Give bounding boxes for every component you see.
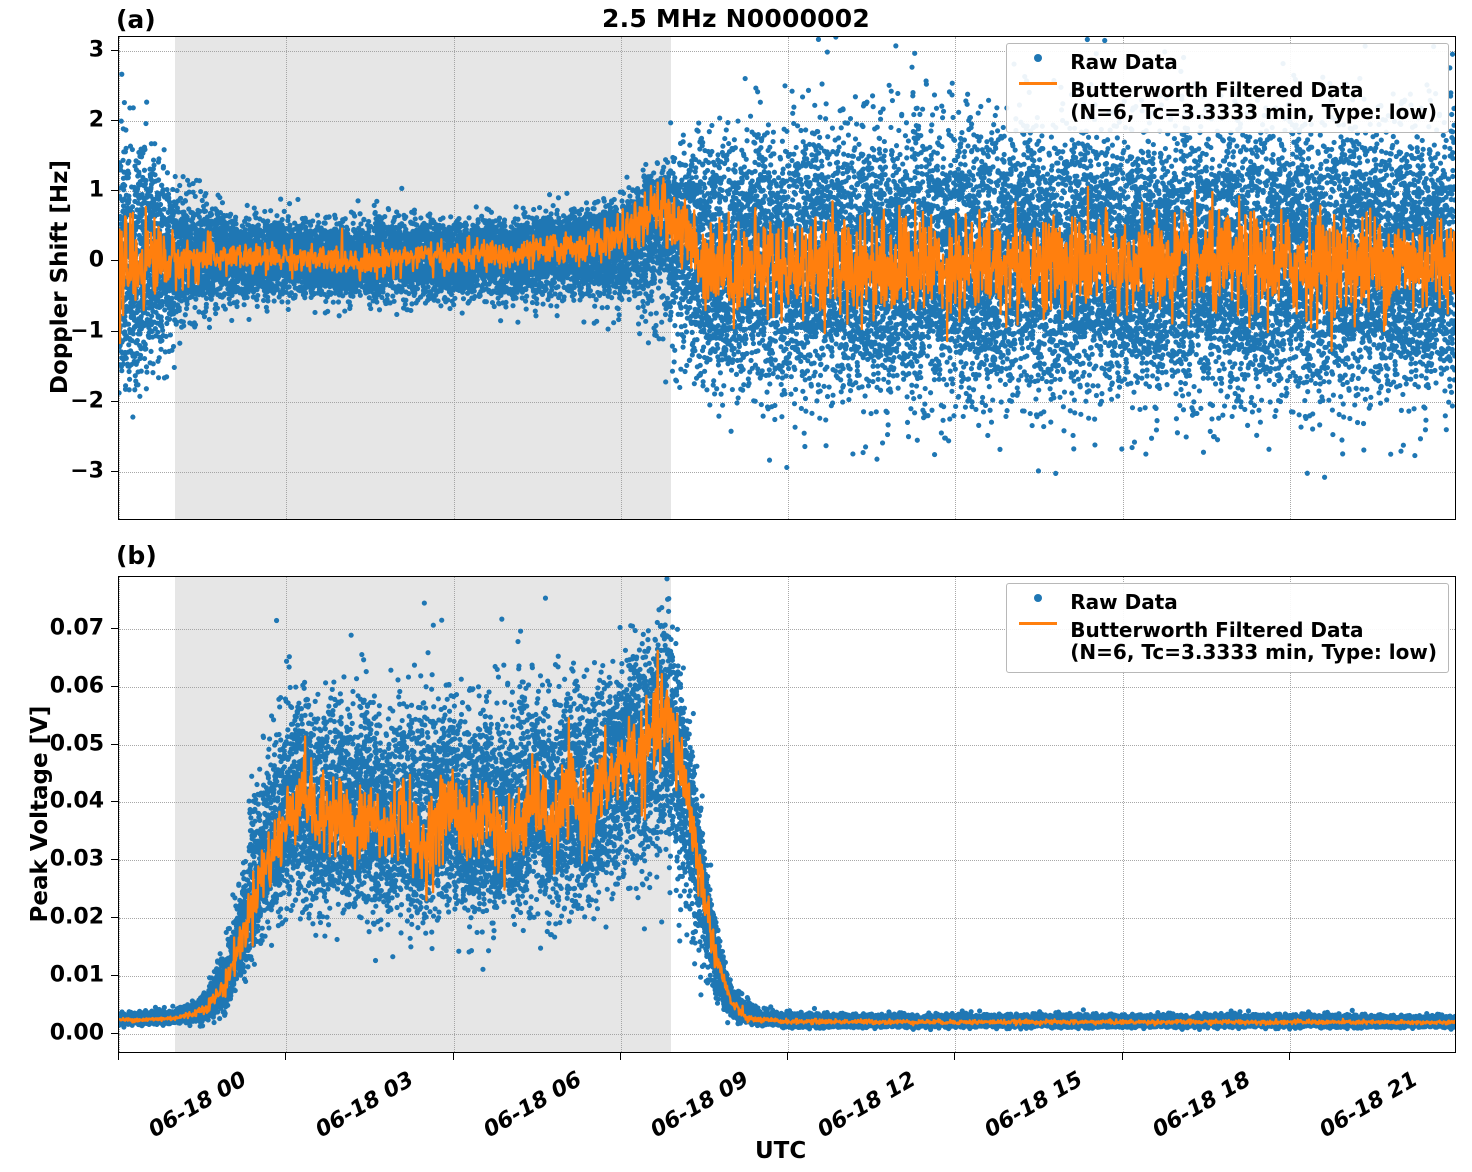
ytick-label: −3 (70, 458, 104, 483)
ytick-mark (111, 975, 118, 976)
xtick-label: 06-18 09 (646, 1067, 753, 1143)
panel-a-tag: (a) (116, 5, 156, 34)
ytick-mark (111, 628, 118, 629)
xtick-mark (1289, 1053, 1290, 1060)
ytick-mark (111, 120, 118, 121)
legend-row-filtered-b: Butterworth Filtered Data (N=6, Tc=3.333… (1016, 619, 1437, 664)
ytick-mark (111, 917, 118, 918)
legend-label-raw: Raw Data (1070, 591, 1178, 614)
ytick-mark (111, 744, 118, 745)
xtick-label: 06-18 21 (1315, 1067, 1422, 1143)
legend-marker-icon (1016, 591, 1060, 602)
panel-b-axes: Raw Data Butterworth Filtered Data (N=6,… (118, 576, 1456, 1053)
legend-row-filtered-a: Butterworth Filtered Data (N=6, Tc=3.333… (1016, 79, 1437, 124)
ytick-label: 0.06 (50, 673, 104, 698)
x-axis-label: UTC (755, 1138, 806, 1164)
ytick-label: 0 (89, 248, 104, 273)
ytick-label: 0.04 (50, 789, 104, 814)
ytick-label: 0.02 (50, 905, 104, 930)
ytick-mark (111, 190, 118, 191)
legend-label-raw: Raw Data (1070, 51, 1178, 74)
ytick-label: 0.05 (50, 731, 104, 756)
panel-a-ylabel: Doppler Shift [Hz] (47, 127, 73, 427)
ytick-label: −1 (70, 318, 104, 343)
ytick-mark (111, 859, 118, 860)
panel-b-tag: (b) (116, 541, 157, 570)
xtick-mark (118, 1053, 119, 1060)
panel-a-axes: Raw Data Butterworth Filtered Data (N=6,… (118, 36, 1456, 520)
ytick-label: 0.07 (50, 616, 104, 641)
legend-label-filtered: Butterworth Filtered Data (N=6, Tc=3.333… (1070, 619, 1437, 664)
ytick-mark (111, 401, 118, 402)
ytick-mark (111, 50, 118, 51)
ytick-mark (111, 471, 118, 472)
ytick-label: −2 (70, 388, 104, 413)
xtick-mark (787, 1053, 788, 1060)
xtick-label: 06-18 06 (479, 1067, 586, 1143)
xtick-label: 06-18 00 (145, 1067, 252, 1143)
panel-b-legend: Raw Data Butterworth Filtered Data (N=6,… (1006, 583, 1449, 673)
ytick-label: 3 (89, 38, 104, 63)
xtick-label: 06-18 15 (981, 1067, 1088, 1143)
xtick-label: 06-18 18 (1148, 1067, 1255, 1143)
xtick-mark (620, 1053, 621, 1060)
legend-label-filtered: Butterworth Filtered Data (N=6, Tc=3.333… (1070, 79, 1437, 124)
xtick-mark (453, 1053, 454, 1060)
ytick-label: 0.01 (50, 962, 104, 987)
xtick-mark (285, 1053, 286, 1060)
legend-marker-icon (1016, 51, 1060, 62)
legend-row-raw-a: Raw Data (1016, 51, 1437, 74)
ytick-label: 1 (89, 178, 104, 203)
figure-title: 2.5 MHz N0000002 (0, 4, 1472, 33)
ytick-mark (111, 331, 118, 332)
ytick-mark (111, 686, 118, 687)
xtick-mark (1122, 1053, 1123, 1060)
butterworth-filtered-line (119, 651, 1455, 1026)
legend-row-raw-b: Raw Data (1016, 591, 1437, 614)
ytick-label: 0.03 (50, 847, 104, 872)
panel-a-legend: Raw Data Butterworth Filtered Data (N=6,… (1006, 43, 1449, 133)
ytick-mark (111, 1033, 118, 1034)
ytick-mark (111, 801, 118, 802)
ytick-mark (111, 260, 118, 261)
xtick-label: 06-18 03 (312, 1067, 419, 1143)
xtick-mark (954, 1053, 955, 1060)
legend-line-icon (1016, 619, 1060, 625)
legend-line-icon (1016, 79, 1060, 85)
xtick-label: 06-18 12 (814, 1067, 921, 1143)
ytick-label: 2 (89, 108, 104, 133)
ytick-label: 0.00 (50, 1020, 104, 1045)
